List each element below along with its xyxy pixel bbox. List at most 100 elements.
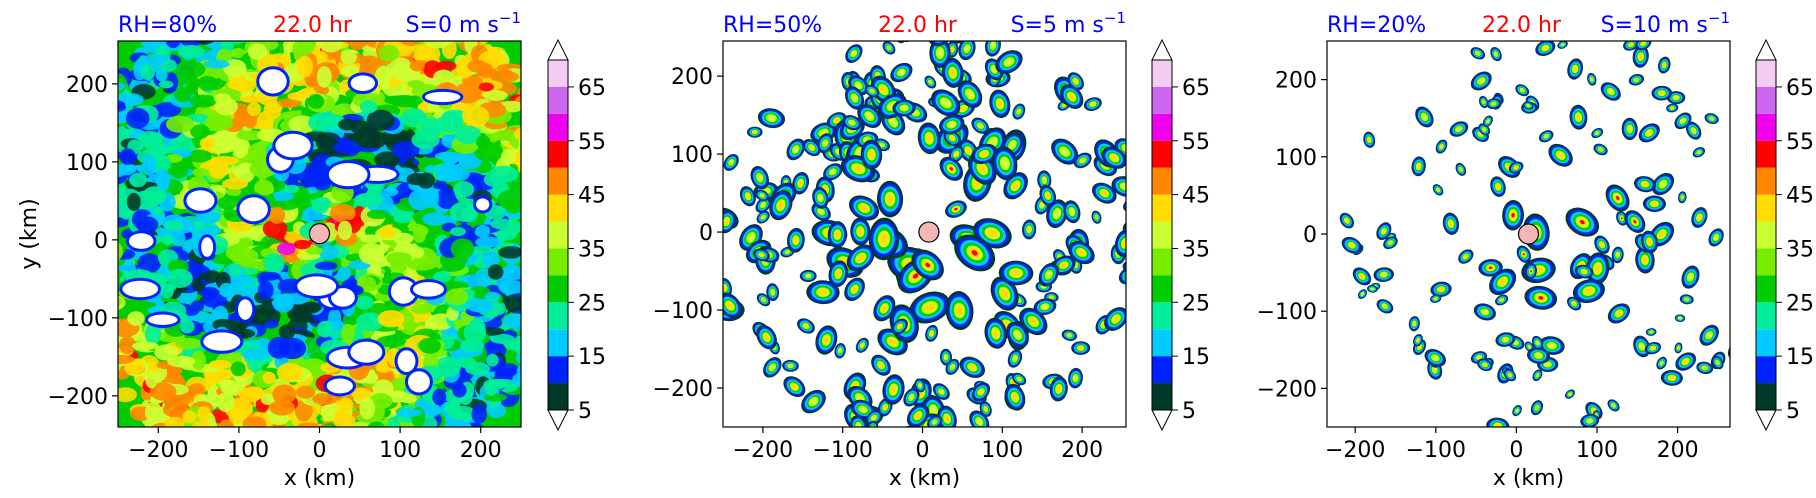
clear-gap (148, 314, 178, 325)
echo-cell (724, 218, 730, 225)
echo-cell (989, 41, 997, 51)
echo-cell (946, 120, 957, 129)
echo-cell (856, 254, 865, 262)
echo-cell (1702, 366, 1708, 370)
echo-cell (1431, 365, 1438, 374)
colorbar-tick-label: 55 (1786, 130, 1814, 155)
echo-cell (1522, 252, 1525, 256)
echo-cell (145, 371, 158, 389)
echo-cell (968, 364, 976, 371)
colorbar-tick-label: 45 (1182, 184, 1210, 209)
echo-cell (209, 156, 239, 166)
echo-cell (1068, 93, 1075, 101)
echo-cell (524, 294, 549, 311)
echo-cell (1412, 320, 1417, 327)
echo-cell (155, 168, 171, 191)
echo-cell (857, 227, 864, 236)
echo-cell (263, 253, 285, 275)
echo-cell (118, 264, 119, 267)
echo-cell (1599, 242, 1605, 248)
echo-cell (373, 8, 386, 17)
echo-cell (63, 215, 87, 227)
echo-cell (238, 9, 266, 27)
echo-cell (280, 430, 297, 442)
echo-cell (1041, 176, 1048, 185)
echo-cell (1438, 287, 1445, 292)
echo-cell (358, 23, 387, 32)
echo-cell (503, 313, 521, 328)
echo-cell (237, 0, 265, 10)
echo-cell (1049, 295, 1054, 299)
echo-cell (949, 363, 956, 371)
echo-cell (228, 12, 244, 28)
echo-cell (518, 181, 521, 191)
echo-cell (777, 200, 785, 210)
echo-cell (56, 249, 82, 260)
echo-cell (126, 192, 141, 211)
echo-cell (490, 70, 519, 83)
echo-cell (296, 422, 320, 427)
colorbar-tick-label: 65 (1786, 76, 1814, 101)
echo-cell (308, 113, 331, 132)
echo-cell (453, 181, 475, 198)
colorbar-tick-label: 65 (578, 76, 606, 101)
echo-cell (411, 131, 440, 150)
echo-cell (328, 308, 342, 328)
echo-cell (384, 95, 411, 105)
plot-frame (722, 40, 1127, 428)
colorbar-segment (548, 140, 568, 168)
echo-cell (218, 379, 236, 388)
echo-cell (486, 353, 499, 367)
echo-cell (1589, 76, 1594, 82)
echo-cell (1474, 50, 1481, 56)
echo-cell (1000, 288, 1009, 299)
echo-cell (1439, 144, 1444, 149)
echo-cell (937, 388, 945, 395)
echo-cell (329, 443, 354, 456)
echo-cell (104, 347, 117, 356)
y-tick-label: −200 (1257, 377, 1317, 402)
echo-cell (1736, 350, 1740, 355)
echo-cell (1568, 392, 1572, 396)
echo-cell (447, 405, 477, 421)
echo-cell (331, 106, 350, 115)
echo-cell (858, 405, 868, 414)
echo-cell (380, 21, 403, 35)
echo-cell (1119, 182, 1126, 191)
echo-cell (228, 408, 248, 425)
echo-cell (519, 291, 521, 296)
echo-cell (409, 59, 425, 72)
echo-cell (203, 270, 221, 283)
echo-cell (1733, 346, 1743, 359)
clear-gap (201, 237, 214, 257)
echo-cell (208, 359, 232, 370)
echo-cell (467, 59, 487, 73)
x-tick-label: 200 (1061, 438, 1103, 463)
echo-cell (294, 0, 318, 3)
echo-cell (69, 180, 95, 189)
echo-cell (759, 253, 764, 257)
echo-cell (118, 387, 137, 403)
echo-cell (853, 164, 864, 173)
x-axis-label: x (km) (889, 466, 960, 491)
echo-cell (175, 337, 202, 350)
echo-cell (1416, 163, 1421, 170)
echo-cell (500, 149, 516, 164)
echo-cell (1690, 127, 1697, 135)
echo-cell (450, 238, 475, 260)
echo-cell (817, 193, 824, 203)
echo-cell (526, 337, 545, 349)
echo-cell (432, 440, 445, 456)
echo-cell (219, 21, 234, 34)
x-tick-label: −100 (1406, 438, 1466, 463)
echo-cell (378, 44, 400, 62)
echo-cell (259, 0, 276, 10)
clear-gap (397, 350, 416, 373)
colorbar-tick-label: 25 (1786, 291, 1814, 316)
echo-cell (1677, 316, 1683, 320)
echo-cell (752, 130, 758, 134)
y-tick-label: −100 (48, 307, 108, 332)
echo-cell (1535, 372, 1540, 378)
colorbar-extend-min (547, 409, 569, 432)
echo-cell (356, 312, 384, 332)
